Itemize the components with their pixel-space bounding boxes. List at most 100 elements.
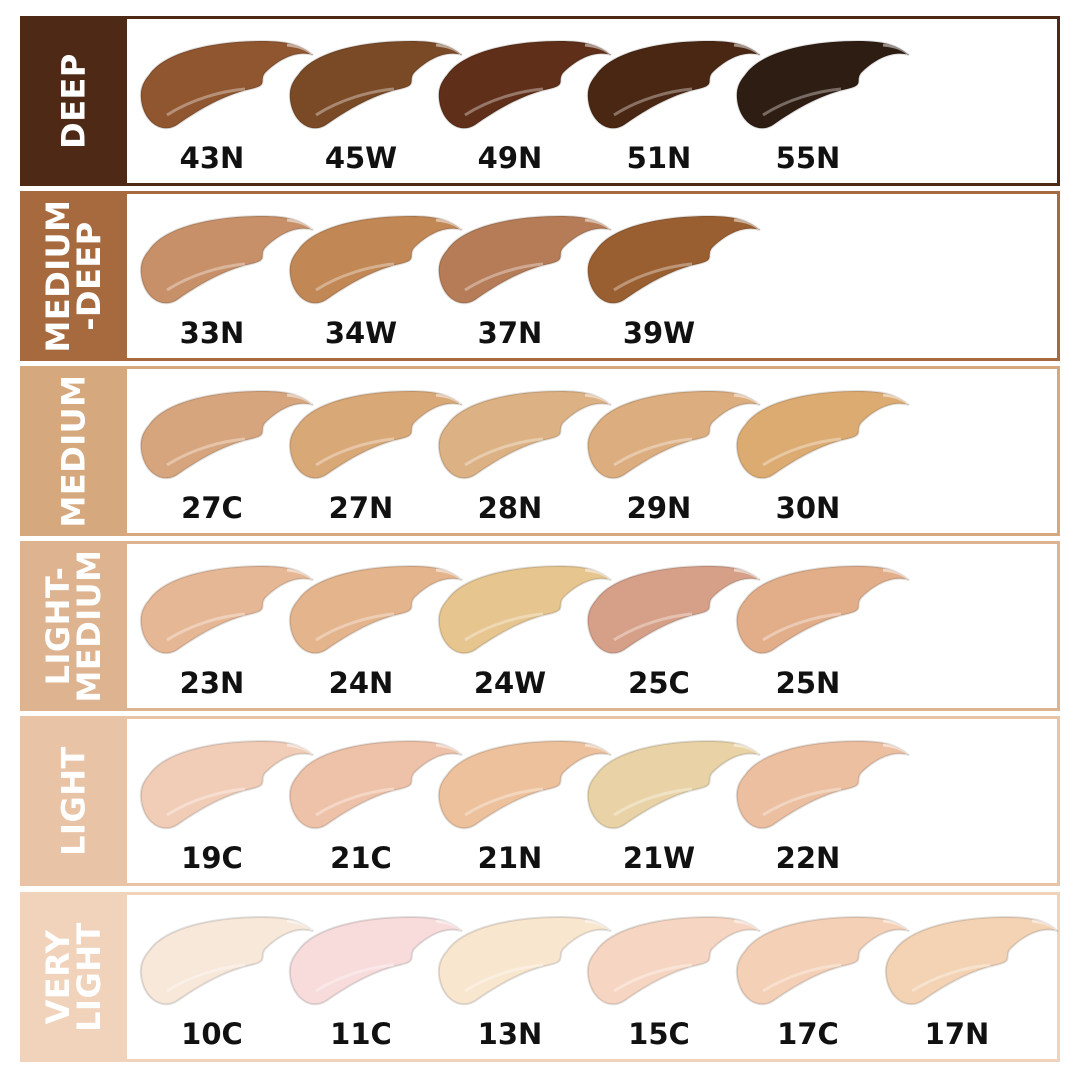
- shade-code: 25N: [775, 666, 841, 700]
- swatch-icon: [586, 214, 761, 305]
- shade-swatch[interactable]: 23N: [137, 562, 314, 712]
- shade-group-row: MEDIUM 27C 27N 28N 29N 30N: [20, 366, 1060, 536]
- swatch-icon: [437, 739, 612, 830]
- shade-code: 27C: [181, 491, 243, 525]
- shade-swatch[interactable]: 21W: [584, 737, 761, 887]
- shade-code: 19C: [181, 841, 243, 875]
- shade-swatch[interactable]: 49N: [435, 37, 612, 187]
- swatch-icon: [586, 39, 761, 130]
- shade-group-row: LIGHT 19C 21C 21N 21W 22N: [20, 716, 1060, 886]
- swatch-icon: [437, 389, 612, 480]
- shade-code: 23N: [179, 666, 245, 700]
- swatch-icon: [288, 564, 463, 655]
- swatch-icon: [884, 915, 1059, 1006]
- shade-swatch[interactable]: 37N: [435, 212, 612, 362]
- shade-swatch[interactable]: 33N: [137, 212, 314, 362]
- shade-code: 28N: [477, 491, 543, 525]
- swatch-icon: [735, 915, 910, 1006]
- swatch-icon: [139, 739, 314, 830]
- swatch-icon: [437, 564, 612, 655]
- shade-swatch[interactable]: 25C: [584, 562, 761, 712]
- shade-swatch[interactable]: 45W: [286, 37, 463, 187]
- shade-code: 15C: [628, 1017, 690, 1051]
- shade-code: 43N: [179, 141, 245, 175]
- swatch-icon: [139, 39, 314, 130]
- swatch-icon: [139, 389, 314, 480]
- shade-code: 34W: [324, 316, 398, 350]
- shade-swatch[interactable]: 30N: [733, 387, 910, 537]
- shade-swatch[interactable]: 34W: [286, 212, 463, 362]
- group-label-panel: VERY LIGHT: [20, 892, 127, 1062]
- group-label: VERY LIGHT: [38, 922, 108, 1032]
- shade-swatch[interactable]: 43N: [137, 37, 314, 187]
- swatch-icon: [735, 564, 910, 655]
- swatch-icon: [139, 915, 314, 1006]
- shade-code: 27N: [328, 491, 394, 525]
- shade-code: 11C: [330, 1017, 392, 1051]
- shade-code: 51N: [626, 141, 692, 175]
- group-label: LIGHT- MEDIUM: [38, 549, 108, 703]
- shade-swatch[interactable]: 21N: [435, 737, 612, 887]
- swatch-icon: [437, 915, 612, 1006]
- group-label: MEDIUM: [54, 374, 92, 528]
- shade-code: 25C: [628, 666, 690, 700]
- shade-swatch[interactable]: 22N: [733, 737, 910, 887]
- shade-swatch[interactable]: 25N: [733, 562, 910, 712]
- group-label-panel: MEDIUM: [20, 366, 127, 536]
- group-label-panel: LIGHT: [20, 716, 127, 886]
- shade-code: 37N: [477, 316, 543, 350]
- swatch-icon: [288, 39, 463, 130]
- shade-group-row: LIGHT- MEDIUM 23N 24N 24W 25C 25N: [20, 541, 1060, 711]
- shade-swatch[interactable]: 24W: [435, 562, 612, 712]
- shade-swatch[interactable]: 11C: [286, 913, 463, 1063]
- swatch-icon: [288, 739, 463, 830]
- shade-group-row: MEDIUM -DEEP 33N 34W 37N 39W: [20, 191, 1060, 361]
- group-label: MEDIUM -DEEP: [38, 199, 108, 353]
- group-label: DEEP: [54, 53, 92, 149]
- shade-swatch[interactable]: 21C: [286, 737, 463, 887]
- shade-code: 24N: [328, 666, 394, 700]
- shade-swatch[interactable]: 27N: [286, 387, 463, 537]
- swatch-icon: [586, 915, 761, 1006]
- swatch-icon: [735, 739, 910, 830]
- group-label: LIGHT: [54, 746, 92, 856]
- shade-swatch[interactable]: 39W: [584, 212, 761, 362]
- swatch-icon: [586, 564, 761, 655]
- group-label-panel: MEDIUM -DEEP: [20, 191, 127, 361]
- shade-swatch[interactable]: 27C: [137, 387, 314, 537]
- shade-group-row: VERY LIGHT 10C 11C 13N 15C 17C 17N: [20, 892, 1060, 1062]
- shade-code: 13N: [477, 1017, 543, 1051]
- shade-code: 29N: [626, 491, 692, 525]
- shade-code: 21C: [330, 841, 392, 875]
- swatch-icon: [586, 389, 761, 480]
- shade-code: 17N: [924, 1017, 990, 1051]
- swatch-icon: [288, 915, 463, 1006]
- shade-code: 30N: [775, 491, 841, 525]
- shade-code: 10C: [181, 1017, 243, 1051]
- shade-code: 55N: [775, 141, 841, 175]
- shade-swatch[interactable]: 24N: [286, 562, 463, 712]
- shade-swatch[interactable]: 28N: [435, 387, 612, 537]
- shade-group-row: DEEP 43N 45W 49N 51N 55N: [20, 16, 1060, 186]
- swatch-icon: [437, 39, 612, 130]
- shade-code: 49N: [477, 141, 543, 175]
- shade-swatch[interactable]: 55N: [733, 37, 910, 187]
- swatch-icon: [139, 214, 314, 305]
- group-label-panel: LIGHT- MEDIUM: [20, 541, 127, 711]
- shade-swatch[interactable]: 19C: [137, 737, 314, 887]
- group-label-panel: DEEP: [20, 16, 127, 186]
- shade-code: 39W: [622, 316, 696, 350]
- swatch-icon: [288, 389, 463, 480]
- shade-code: 45W: [324, 141, 398, 175]
- shade-swatch[interactable]: 10C: [137, 913, 314, 1063]
- shade-swatch[interactable]: 17C: [733, 913, 910, 1063]
- shade-code: 24W: [473, 666, 547, 700]
- shade-swatch[interactable]: 13N: [435, 913, 612, 1063]
- shade-swatch[interactable]: 51N: [584, 37, 761, 187]
- swatch-icon: [735, 39, 910, 130]
- swatch-icon: [288, 214, 463, 305]
- shade-code: 33N: [179, 316, 245, 350]
- shade-swatch[interactable]: 29N: [584, 387, 761, 537]
- shade-swatch[interactable]: 15C: [584, 913, 761, 1063]
- shade-swatch[interactable]: 17N: [882, 913, 1059, 1063]
